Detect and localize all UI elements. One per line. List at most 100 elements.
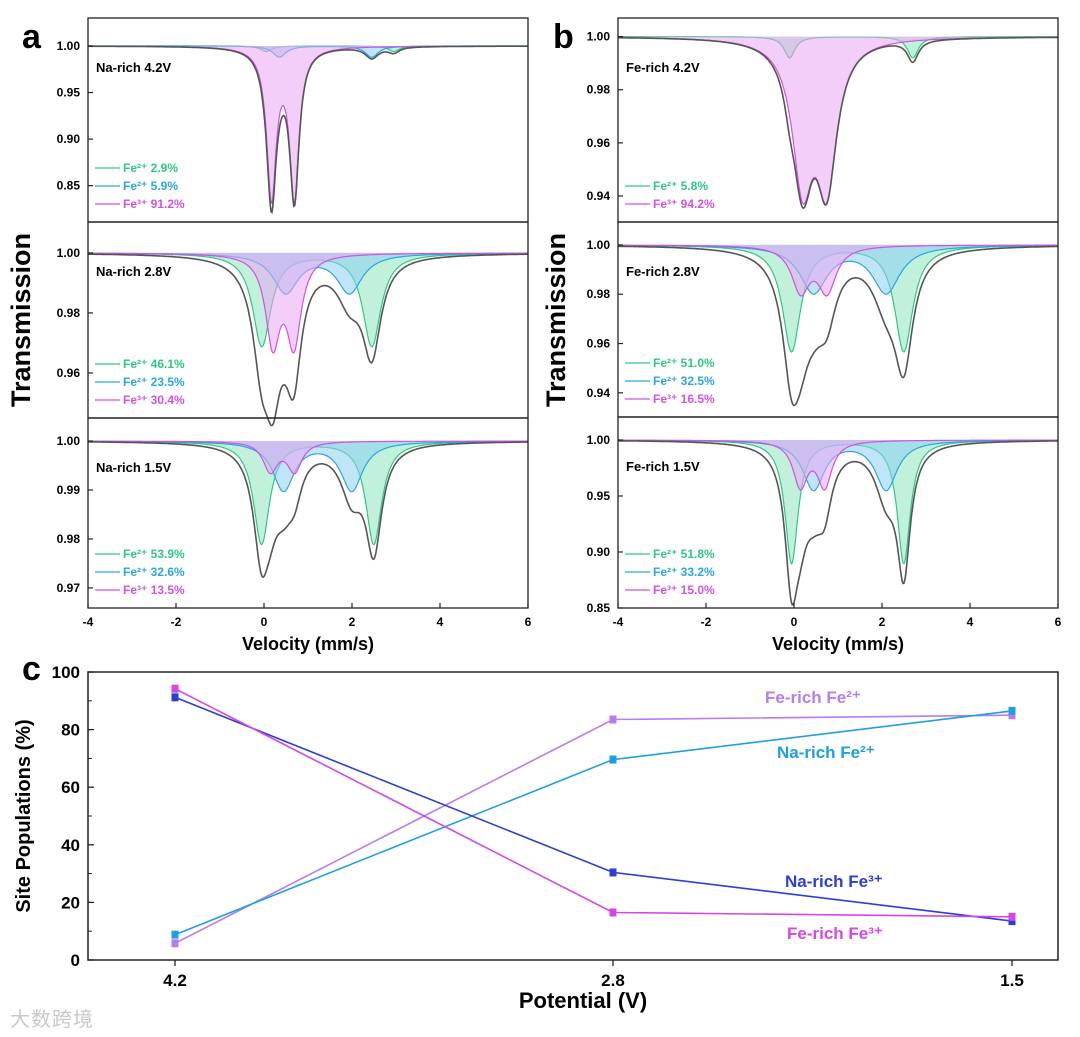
x-axis-label: Potential (V) [519, 988, 647, 1013]
series-label: Na-rich Fe²⁺ [777, 743, 875, 762]
x-tick-label: -4 [613, 615, 624, 629]
plot-frame [87, 671, 1059, 961]
legend-label: Fe²⁺ 46.1% [123, 357, 185, 371]
x-tick-label: 4 [967, 615, 974, 629]
y-tick-label: 1.00 [587, 433, 611, 447]
y-tick-label: 1.00 [57, 246, 81, 260]
y-tick-label: 0 [71, 951, 80, 970]
y-tick-label: 0.98 [587, 287, 611, 301]
x-tick-label: 4 [437, 615, 444, 629]
series-label: Fe-rich Fe²⁺ [765, 688, 861, 707]
data-point-marker [171, 939, 179, 948]
legend-label: Fe²⁺ 5.9% [123, 179, 178, 193]
data-point-marker [609, 755, 617, 764]
panel-b: b Transmission 1.00 0.98 0.96 0.94 Fe-rich 4.2… [541, 17, 1062, 654]
component-line-purple [88, 440, 528, 475]
component-fill-purple [618, 36, 1058, 205]
data-point-marker [171, 684, 179, 693]
series-line [174, 714, 1013, 945]
x-tick-label: 0 [791, 615, 798, 629]
legend-label: Fe²⁺ 32.6% [123, 565, 185, 579]
x-tick-label: 2 [879, 615, 886, 629]
subplot-frame [617, 416, 1059, 609]
component-line-purple [618, 439, 1058, 491]
data-point-marker [171, 930, 179, 939]
y-tick-label: 0.99 [57, 483, 81, 497]
y-tick-label: 0.85 [587, 601, 611, 615]
total-fit-line [618, 36, 1058, 210]
subplot: 1.00 0.98 0.96 Na-rich 2.8V Fe²⁺ 46.1% Fe²⁺ 2… [57, 221, 529, 427]
y-tick-label: 1.00 [587, 30, 611, 44]
legend-label: Fe³⁺ 13.5% [123, 583, 185, 597]
y-axis-label: Transmission [541, 233, 571, 407]
legend-label: Fe²⁺ 5.8% [653, 179, 708, 193]
subplot-label: Fe-rich 4.2V [626, 60, 700, 75]
total-fit-line [88, 253, 528, 427]
panel-a: a Transmission 1.00 0.95 0.90 0.85 Na-rich 4.2… [6, 17, 532, 654]
x-tick-label: 1.5 [1000, 971, 1024, 990]
legend-label: Fe²⁺ 33.2% [653, 565, 715, 579]
y-tick-label: 1.00 [57, 434, 81, 448]
y-tick-label: 80 [61, 721, 80, 740]
subplot: 1.00 0.98 0.96 0.94 Fe-rich 4.2V Fe²⁺ 5.8% Fe³… [587, 17, 1059, 223]
subplot-label: Na-rich 4.2V [96, 60, 171, 75]
legend-label: Fe²⁺ 32.5% [653, 374, 715, 388]
y-tick-label: 0.96 [57, 366, 81, 380]
x-tick-label: 2.8 [601, 971, 625, 990]
y-tick-label: 20 [61, 893, 80, 912]
x-tick-label: -4 [83, 615, 94, 629]
data-point-marker [609, 868, 617, 877]
x-tick-label: 2 [349, 615, 356, 629]
watermark: 大数跨境 [10, 1007, 94, 1031]
series-line [174, 687, 1013, 918]
subplot-label: Na-rich 2.8V [96, 264, 171, 279]
y-tick-label: 0.98 [587, 83, 611, 97]
subplot-label: Na-rich 1.5V [96, 460, 171, 475]
data-point-marker [609, 715, 617, 724]
component-fill-purple [88, 252, 528, 353]
legend-label: Fe³⁺ 15.0% [653, 583, 715, 597]
legend-label: Fe³⁺ 94.2% [653, 197, 715, 211]
y-tick-label: 0.95 [587, 489, 611, 503]
series-line [174, 696, 1013, 922]
data-point-marker [1008, 711, 1016, 720]
subplot-label: Fe-rich 2.8V [626, 264, 700, 279]
y-tick-label: 0.90 [57, 132, 81, 146]
x-tick-label: 0 [261, 615, 268, 629]
x-tick-label: 6 [1055, 615, 1062, 629]
component-line-purple [618, 244, 1058, 297]
subplot-label: Fe-rich 1.5V [626, 459, 700, 474]
series-label: Na-rich Fe³⁺ [785, 872, 883, 891]
x-tick-label: -2 [171, 615, 182, 629]
x-tick-label: 4.2 [163, 971, 187, 990]
y-tick-label: 40 [61, 836, 80, 855]
y-tick-label: 0.97 [57, 581, 81, 595]
y-tick-label: 0.96 [587, 337, 611, 351]
total-fit-line [617, 440, 1059, 606]
y-tick-label: 0.98 [57, 532, 81, 546]
data-point-marker [1008, 917, 1016, 926]
y-axis-label: Transmission [6, 233, 36, 407]
x-axis-label: Velocity (mm/s) [772, 634, 904, 654]
series-label: Fe-rich Fe³⁺ [787, 924, 883, 943]
y-tick-label: 0.85 [57, 179, 81, 193]
legend-label: Fe³⁺ 16.5% [653, 392, 715, 406]
y-tick-label: 0.94 [587, 189, 611, 203]
legend-label: Fe²⁺ 53.9% [123, 547, 185, 561]
x-tick-label: 6 [525, 615, 532, 629]
component-fill-purple [88, 441, 528, 474]
subplot: 1.00 0.95 0.90 0.85 Fe-rich 1.5V Fe²⁺ 51.8% Fe… [587, 416, 1059, 615]
legend-label: Fe³⁺ 91.2% [123, 197, 185, 211]
total-fit-line [618, 245, 1058, 407]
y-tick-label: 0.95 [57, 86, 81, 100]
panel-c: c 0 20 40 60 80 100 4.2 2.8 1.5 Site Populations (… [13, 650, 1059, 1013]
data-point-marker [1008, 912, 1016, 921]
component-line-purple [88, 252, 528, 354]
component-fill-purple [618, 439, 1058, 490]
y-tick-label: 0.90 [587, 545, 611, 559]
x-axis-label: Velocity (mm/s) [242, 634, 374, 654]
legend-label: Fe³⁺ 30.4% [123, 393, 185, 407]
y-tick-label: 1.00 [587, 238, 611, 252]
data-point-marker [1008, 706, 1016, 715]
legend-label: Fe²⁺ 2.9% [123, 161, 178, 175]
